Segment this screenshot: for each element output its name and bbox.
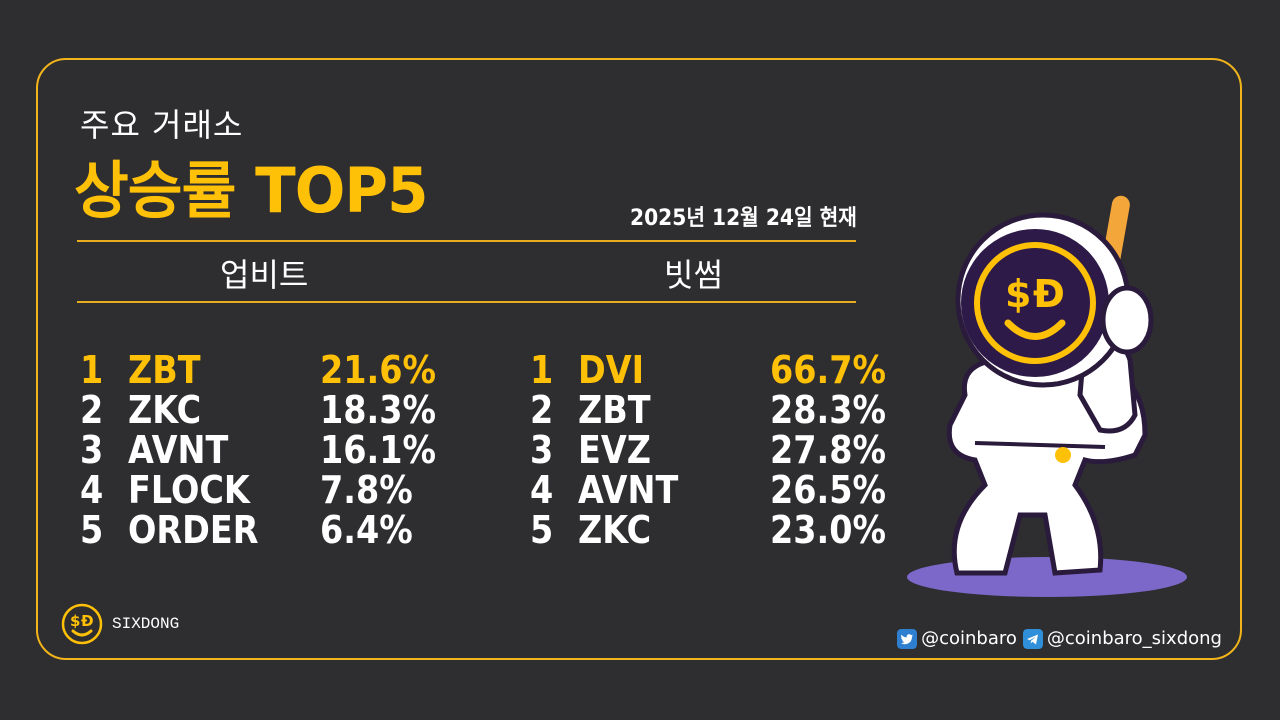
brand-name: SIXDONG (112, 615, 180, 633)
rank-number: 1 (530, 348, 554, 392)
rank-row: 3 EVZ 27.8% (530, 430, 890, 470)
telegram-handle[interactable]: @coinbaro_sixdong (1046, 628, 1222, 649)
change-percent: 26.5% (770, 468, 887, 512)
rank-row: 1 DVI 66.7% (530, 350, 890, 390)
social-links: @coinbaro @coinbaro_sixdong (897, 628, 1222, 649)
coin-symbol: ORDER (128, 508, 259, 552)
svg-text:Đ: Đ (81, 612, 94, 630)
coin-symbol: DVI (578, 348, 645, 392)
change-percent: 18.3% (320, 388, 437, 432)
as-of-date: 2025년 12월 24일 현재 (630, 206, 857, 231)
rank-row: 2 ZBT 28.3% (530, 390, 890, 430)
svg-text:Đ: Đ (1033, 272, 1065, 316)
divider-bottom (77, 301, 856, 303)
rank-number: 3 (530, 428, 554, 472)
rank-row: 4 FLOCK 7.8% (80, 470, 440, 510)
rank-row: 4 AVNT 26.5% (530, 470, 890, 510)
exchange-header-bithumb: 빗썸 (664, 256, 723, 294)
upbit-rank-list: 1 ZBT 21.6% 2 ZKC 18.3% 3 AVNT 16.1% 4 F… (80, 350, 440, 550)
coin-symbol: ZKC (578, 508, 652, 552)
svg-text:$: $ (1005, 272, 1031, 316)
rank-row: 1 ZBT 21.6% (80, 350, 440, 390)
rank-number: 1 (80, 348, 104, 392)
coin-symbol: AVNT (128, 428, 229, 472)
rank-number: 2 (530, 388, 554, 432)
change-percent: 23.0% (770, 508, 887, 552)
rank-number: 2 (80, 388, 104, 432)
brand: $ Đ SIXDONG (60, 602, 179, 646)
rank-row: 5 ZKC 23.0% (530, 510, 890, 550)
change-percent: 66.7% (770, 348, 887, 392)
sd-smiley-logo-icon: $ Đ (61, 603, 103, 645)
svg-text:$: $ (70, 612, 80, 630)
twitter-handle[interactable]: @coinbaro (921, 628, 1017, 649)
divider-top (77, 240, 856, 242)
change-percent: 16.1% (320, 428, 437, 472)
change-percent: 21.6% (320, 348, 437, 392)
coin-symbol: EVZ (578, 428, 651, 472)
page-title: 상승률 TOP5 (74, 154, 429, 227)
astronaut-mascot-icon: $ Đ (907, 195, 1187, 597)
subtitle: 주요 거래소 (80, 106, 244, 144)
change-percent: 28.3% (770, 388, 887, 432)
twitter-icon (897, 628, 918, 649)
coin-symbol: ZBT (578, 388, 651, 432)
change-percent: 7.8% (320, 468, 413, 512)
rank-number: 5 (530, 508, 554, 552)
rank-number: 4 (530, 468, 554, 512)
rank-number: 3 (80, 428, 104, 472)
rank-number: 5 (80, 508, 104, 552)
rank-row: 3 AVNT 16.1% (80, 430, 440, 470)
rank-row: 2 ZKC 18.3% (80, 390, 440, 430)
change-percent: 27.8% (770, 428, 887, 472)
exchange-header-upbit: 업비트 (220, 256, 309, 294)
coin-symbol: FLOCK (128, 468, 250, 512)
card-frame (36, 58, 1242, 660)
coin-symbol: AVNT (578, 468, 679, 512)
rank-row: 5 ORDER 6.4% (80, 510, 440, 550)
telegram-icon (1022, 628, 1043, 649)
bithumb-rank-list: 1 DVI 66.7% 2 ZBT 28.3% 3 EVZ 27.8% 4 AV… (530, 350, 890, 550)
rank-number: 4 (80, 468, 104, 512)
change-percent: 6.4% (320, 508, 413, 552)
coin-symbol: ZBT (128, 348, 201, 392)
coin-symbol: ZKC (128, 388, 202, 432)
